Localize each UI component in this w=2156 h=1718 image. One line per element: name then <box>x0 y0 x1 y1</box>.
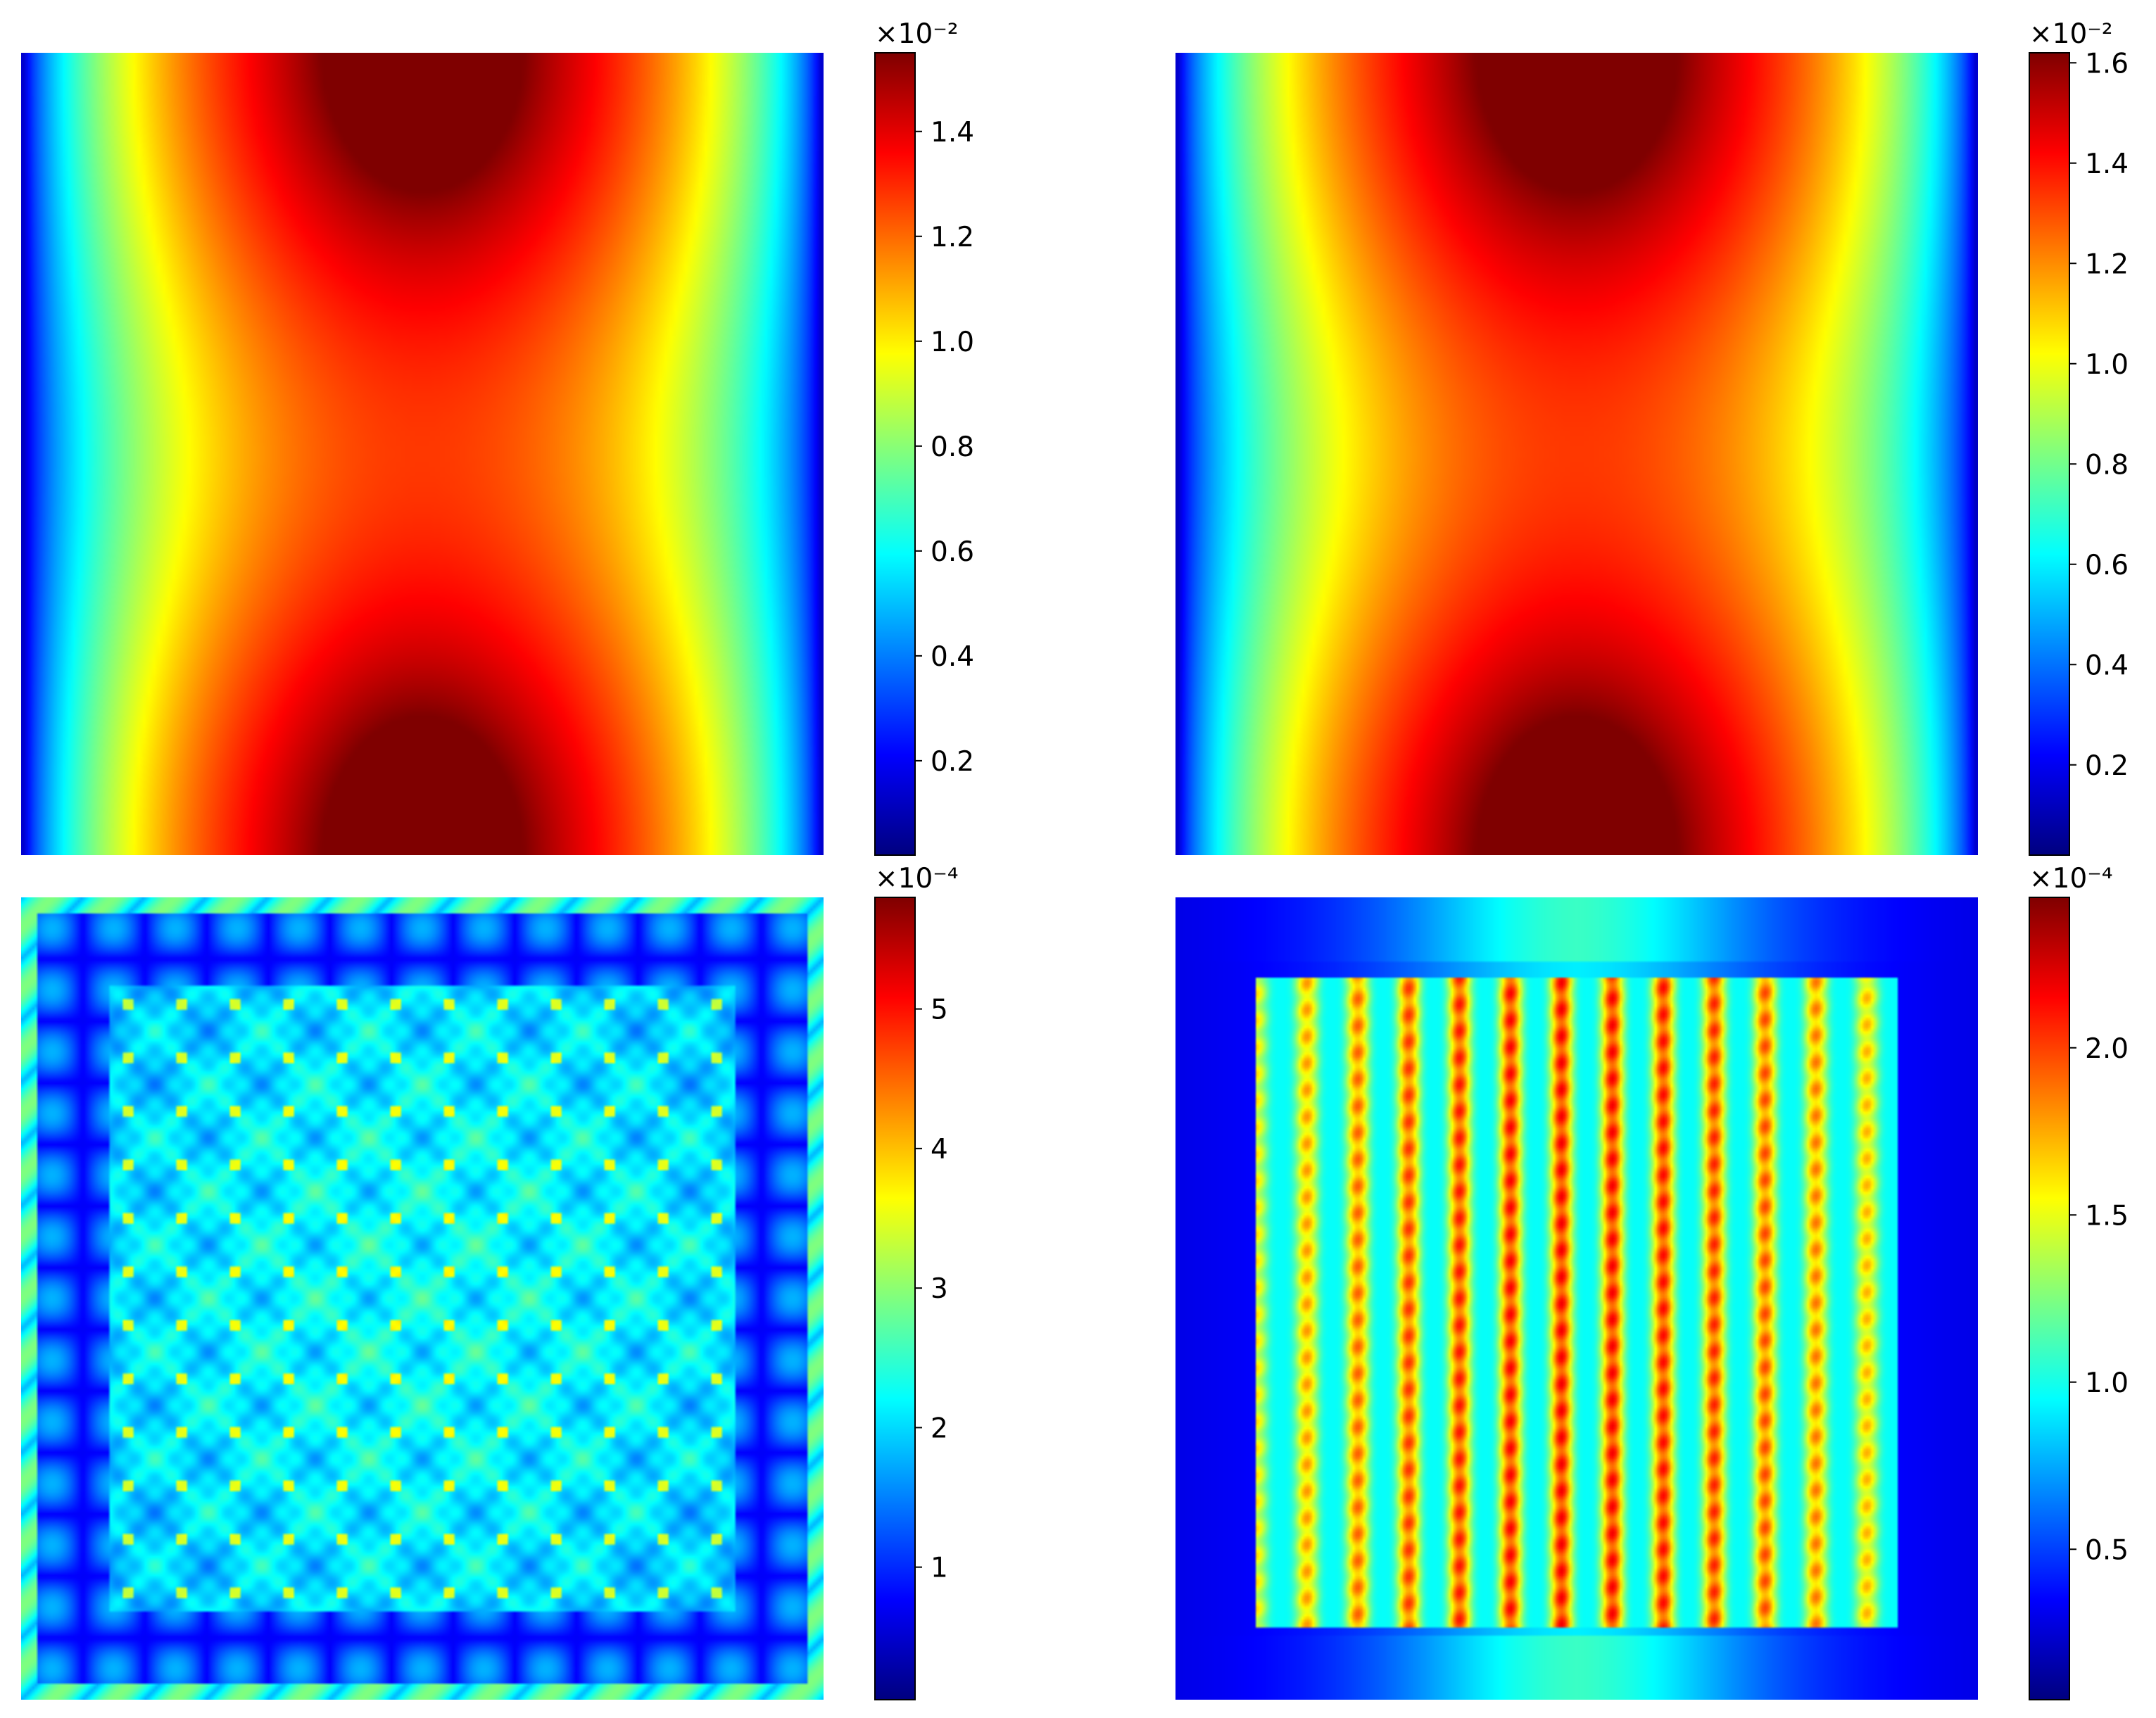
panel-bottom-left: 1 2 3 4 5 ×10⁻⁴ <box>21 863 959 1700</box>
colorbar-tick-label: 0.4 <box>2085 650 2129 681</box>
colorbar-tick-label: 0.6 <box>2085 550 2129 581</box>
colorbar-tick-label: 0.8 <box>931 431 974 463</box>
colorbar-tick-label: 2 <box>931 1413 948 1444</box>
colorbar-tick-label: 1.6 <box>2085 48 2129 80</box>
colorbar-tick-label: 0.2 <box>2085 750 2129 782</box>
colorbar-tick-label: 0.2 <box>931 746 974 778</box>
colorbar-tick-label: 2.0 <box>2085 1033 2129 1065</box>
colorbar-tick-label: 0.8 <box>2085 449 2129 481</box>
colorbar-tick-label: 0.5 <box>2085 1534 2129 1566</box>
colorbar-tick-label: 1.5 <box>2085 1200 2129 1232</box>
colorbar-bottom-left <box>874 897 916 1700</box>
colorbar-tick-label: 1.0 <box>931 327 974 358</box>
colorbar-multiplier: ×10⁻² <box>2029 18 2113 50</box>
colorbar-multiplier: ×10⁻² <box>875 18 959 50</box>
colorbar-multiplier: ×10⁻⁴ <box>2029 863 2113 895</box>
colorbar-bottom-right <box>2029 897 2070 1700</box>
colorbar-tick-label: 4 <box>931 1134 948 1166</box>
colorbar-tick-label: 0.4 <box>931 641 974 673</box>
colorbar-tick-label: 1.4 <box>2085 149 2129 180</box>
colorbar-tick-label: 5 <box>931 994 948 1026</box>
colorbar-top-left <box>874 52 916 856</box>
colorbar-tick-label: 1.0 <box>2085 1368 2129 1399</box>
colorbar-tick-label: 1.2 <box>2085 248 2129 280</box>
heatmap-bottom-left <box>21 897 824 1700</box>
colorbar-multiplier: ×10⁻⁴ <box>875 863 959 895</box>
colorbar-tick-label: 0.6 <box>931 536 974 568</box>
colorbar-tick-label: 1.2 <box>931 222 974 253</box>
colorbar-tick-label: 1 <box>931 1553 948 1584</box>
colorbar-top-right <box>2029 52 2070 856</box>
panel-top-left: 0.2 0.4 0.6 0.8 1.0 1.2 1.4 ×10⁻² <box>21 18 974 856</box>
heatmap-bottom-right <box>1175 897 1978 1700</box>
heatmap-top-left <box>21 53 824 855</box>
panel-bottom-right: 0.5 1.0 1.5 2.0 ×10⁻⁴ <box>1175 863 2129 1700</box>
panel-top-right: 0.2 0.4 0.6 0.8 1.0 1.2 1.4 1.6×10⁻² <box>1175 18 2129 856</box>
heatmap-top-right <box>1175 53 1978 855</box>
colorbar-tick-label: 3 <box>931 1273 948 1305</box>
colorbar-tick-label: 1.0 <box>2085 349 2129 381</box>
colorbar-tick-label: 1.4 <box>931 117 974 149</box>
